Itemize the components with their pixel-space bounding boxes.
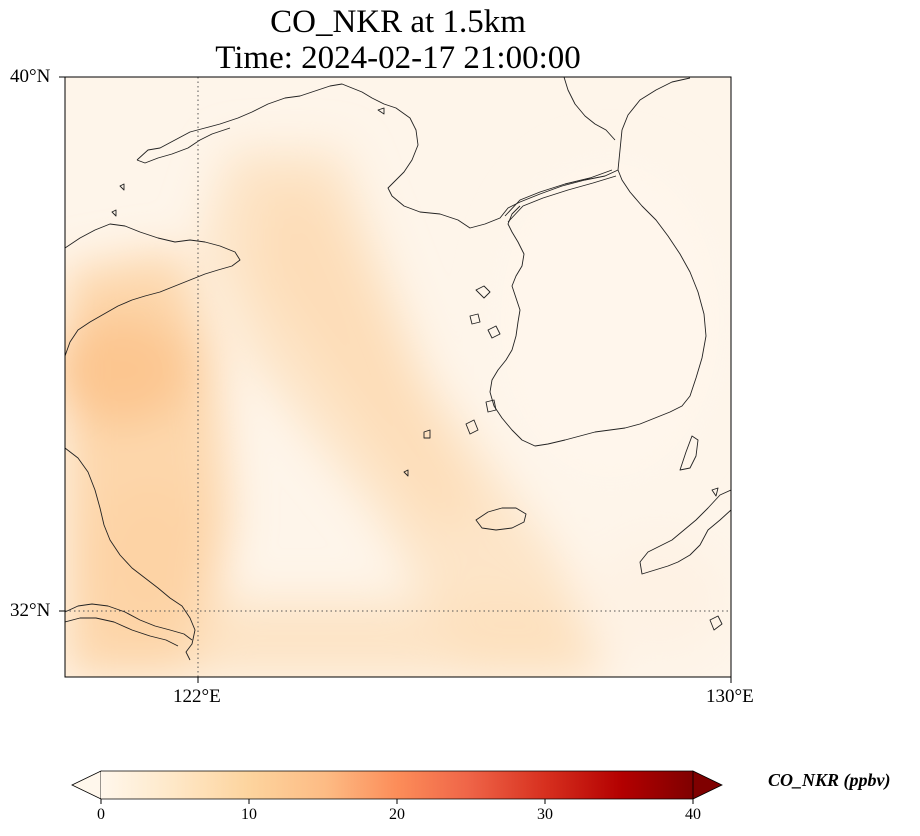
concentration-field: [65, 77, 731, 677]
lon-label-122e: 122°E: [173, 686, 221, 707]
map-frame: [64, 76, 732, 678]
bohai-islands: [111, 107, 385, 217]
figure-title-line1: CO_NKR at 1.5km: [270, 4, 526, 40]
korea-north-west: [563, 77, 616, 141]
colorbar-extend-high: [692, 770, 723, 800]
yangtze-estuary: [65, 603, 193, 647]
korea-west-coast: [489, 169, 707, 447]
kyushu-coast: [639, 489, 731, 575]
colorbar-extend-low: [71, 770, 102, 800]
china-east-coast: [65, 447, 196, 661]
lat-label-40n: 40°N: [10, 66, 51, 87]
lon-label-130e: 130°E: [706, 686, 754, 707]
tsushima-island: [679, 435, 699, 471]
colorbar-tick-20: 20: [389, 806, 405, 823]
liaodong-coast: [136, 83, 619, 229]
lat-label-32n: 32°N: [10, 600, 51, 621]
colorbar-tick-10: 10: [241, 806, 257, 823]
korea-north-east: [617, 77, 691, 171]
jeju-island: [475, 507, 527, 531]
west-sea-islands: [403, 285, 501, 477]
figure-title-line2: Time: 2024-02-17 21:00:00: [215, 40, 581, 76]
colorbar-ticks: [100, 799, 694, 804]
dmz-border: [504, 169, 617, 223]
colorbar-tick-40: 40: [685, 806, 701, 823]
colorbar-tick-30: 30: [537, 806, 553, 823]
bohai-north: [136, 127, 231, 164]
shandong-north: [65, 223, 241, 357]
colorbar-gradient: [101, 771, 693, 799]
colorbar-tick-0: 0: [97, 806, 105, 823]
goto-islands: [709, 487, 723, 631]
gridlines: [65, 77, 731, 677]
colorbar-label: CO_NKR (ppbv): [768, 770, 891, 790]
axis-ticks: [59, 76, 732, 683]
coastlines: [65, 77, 731, 661]
